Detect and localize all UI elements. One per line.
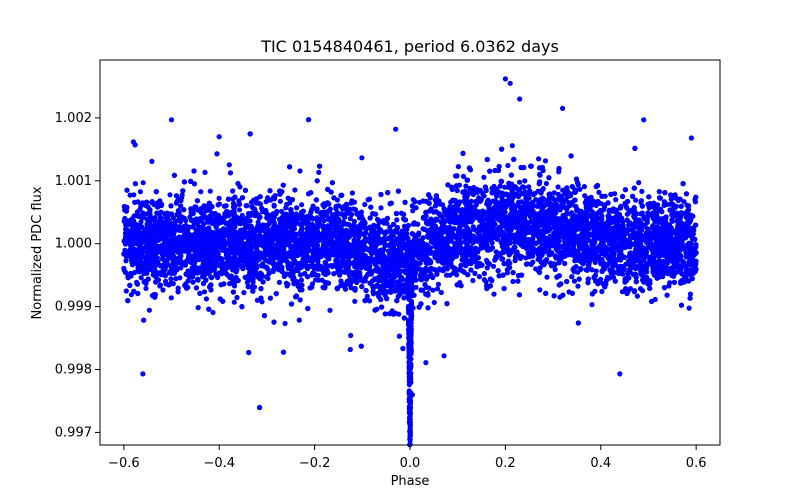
data-point <box>282 320 288 327</box>
data-point <box>382 311 388 317</box>
chart-title: TIC 0154840461, period 6.0362 days <box>260 37 559 56</box>
data-point <box>410 208 416 214</box>
data-point <box>536 156 542 162</box>
data-point <box>441 353 447 359</box>
data-point <box>210 309 216 316</box>
data-point <box>359 155 365 161</box>
data-point <box>236 207 243 213</box>
data-point <box>143 285 149 291</box>
data-point <box>638 198 645 204</box>
data-point <box>347 346 353 353</box>
data-point <box>423 360 429 366</box>
data-point <box>195 305 201 311</box>
data-point <box>296 317 302 323</box>
data-point <box>285 195 291 201</box>
data-points <box>121 76 699 448</box>
data-point <box>149 158 155 164</box>
data-point <box>209 275 215 281</box>
data-point <box>297 297 303 303</box>
data-point <box>231 299 237 305</box>
data-point <box>267 295 273 301</box>
data-point <box>639 188 645 194</box>
data-point <box>298 277 304 283</box>
data-point <box>681 199 687 205</box>
data-point <box>481 174 487 180</box>
data-point <box>413 205 419 211</box>
data-point <box>241 290 247 296</box>
data-point <box>542 158 549 164</box>
data-point <box>349 190 355 196</box>
data-point <box>552 266 558 273</box>
data-point <box>146 307 152 313</box>
data-point <box>191 181 198 187</box>
data-point <box>234 294 240 301</box>
data-point <box>292 187 298 193</box>
data-point <box>202 169 208 175</box>
data-point <box>138 219 144 225</box>
data-point <box>589 302 595 308</box>
data-point <box>687 291 694 297</box>
data-point <box>490 263 497 269</box>
data-point <box>362 201 368 208</box>
data-point <box>476 274 482 280</box>
data-point <box>438 289 444 296</box>
data-point <box>426 208 432 214</box>
data-point <box>352 298 358 304</box>
data-point <box>216 195 222 201</box>
data-point <box>297 272 304 278</box>
data-point <box>297 168 303 174</box>
data-point <box>505 162 511 169</box>
data-point <box>348 332 354 339</box>
data-point <box>613 197 619 203</box>
data-point <box>329 263 336 270</box>
data-point <box>543 180 550 187</box>
data-point <box>581 184 588 190</box>
data-point <box>522 178 528 184</box>
data-point <box>577 186 583 192</box>
data-point <box>575 257 581 263</box>
data-point <box>160 287 166 293</box>
data-point <box>460 173 467 179</box>
data-point <box>544 274 550 280</box>
data-point <box>413 284 419 290</box>
data-point <box>378 205 384 211</box>
data-point <box>227 170 234 176</box>
data-point <box>226 162 232 168</box>
data-point <box>434 286 441 292</box>
data-point <box>537 287 543 293</box>
data-point <box>327 307 333 313</box>
data-point <box>431 299 437 306</box>
data-point <box>599 288 605 295</box>
data-point <box>123 288 129 294</box>
data-point <box>394 217 400 223</box>
data-point <box>582 193 588 199</box>
data-point <box>347 216 353 222</box>
data-point <box>517 179 523 185</box>
data-point <box>316 169 322 175</box>
data-point <box>207 188 213 194</box>
data-point <box>502 184 508 190</box>
data-point <box>435 281 441 287</box>
data-point <box>198 189 204 195</box>
data-point <box>299 202 305 208</box>
data-point <box>491 291 497 297</box>
data-point <box>216 262 222 269</box>
data-point <box>137 189 143 195</box>
data-point <box>667 280 673 286</box>
data-point <box>140 180 146 186</box>
data-point <box>396 311 402 317</box>
data-point <box>366 196 373 202</box>
data-point <box>571 278 578 284</box>
data-point <box>444 266 450 272</box>
data-point <box>526 184 532 190</box>
data-point <box>183 218 189 224</box>
